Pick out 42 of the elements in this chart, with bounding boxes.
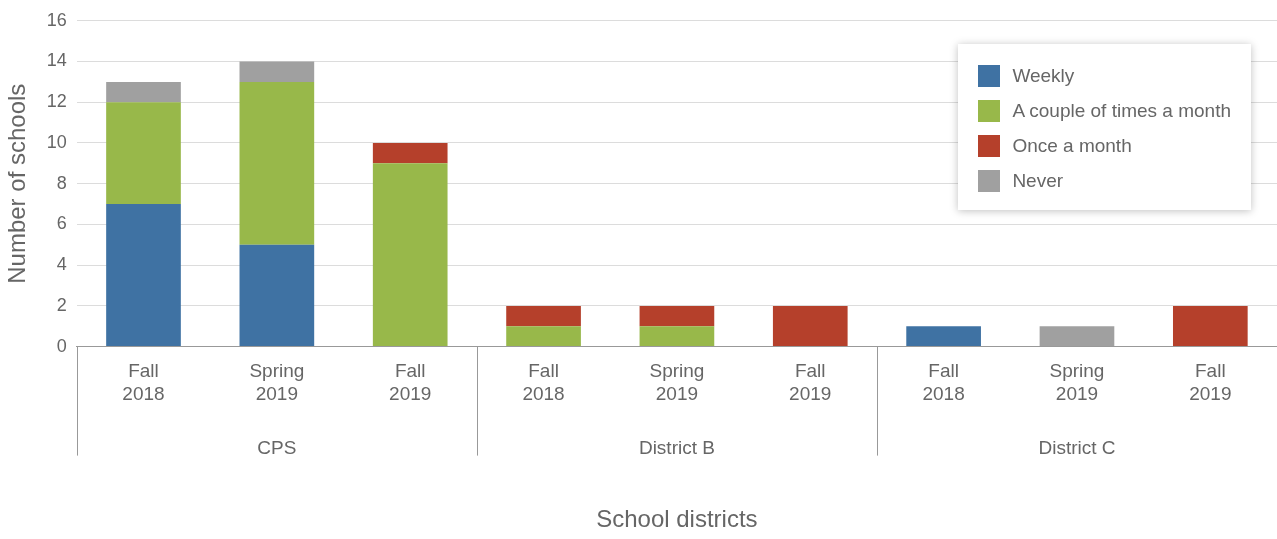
bar xyxy=(106,204,181,347)
bar xyxy=(506,326,581,347)
bar xyxy=(906,326,981,347)
y-tick-label: 8 xyxy=(56,172,67,193)
bar xyxy=(772,305,848,347)
bar xyxy=(372,142,448,164)
bar xyxy=(372,163,448,347)
text: CPS xyxy=(257,436,297,458)
text: District B xyxy=(638,436,715,458)
bar xyxy=(106,81,181,103)
y-tick-label: 2 xyxy=(56,294,67,315)
bar xyxy=(639,305,715,327)
x-tick-label: Fall 2018 xyxy=(522,360,565,405)
text: District C xyxy=(1038,436,1116,458)
x-tick-label: Fall 2019 xyxy=(789,360,832,405)
y-tick-label: 16 xyxy=(46,9,67,30)
bar xyxy=(239,81,315,245)
y-axis-title: Number of schools xyxy=(3,83,31,284)
x-tick-label: Fall 2019 xyxy=(1189,360,1232,405)
bar xyxy=(1172,305,1248,347)
y-tick-label: 12 xyxy=(46,91,67,112)
legend-label: Never xyxy=(1012,169,1064,192)
bar xyxy=(639,326,715,347)
bar xyxy=(106,102,181,205)
y-tick-label: 4 xyxy=(56,254,67,275)
y-tick-label: 14 xyxy=(46,50,67,71)
x-tick-label: Spring 2019 xyxy=(1049,360,1105,405)
x-tick-label: Spring 2019 xyxy=(649,360,705,405)
bar xyxy=(506,305,581,327)
x-tick-label: Fall 2018 xyxy=(922,360,965,405)
bar xyxy=(239,61,315,82)
x-tick-label: Fall 2019 xyxy=(389,360,432,405)
legend-label: A couple of times a month xyxy=(1012,99,1231,122)
x-axis-title: School districts xyxy=(596,505,758,533)
bar xyxy=(239,244,315,347)
x-tick-label: Spring 2019 xyxy=(249,360,305,405)
y-tick-label: 10 xyxy=(46,131,67,152)
y-tick-label: 0 xyxy=(56,335,67,356)
legend-label: Weekly xyxy=(1012,64,1075,87)
y-tick-label: 6 xyxy=(56,213,67,234)
x-tick-label: Fall 2018 xyxy=(122,360,165,405)
legend-label: Once a month xyxy=(1012,134,1132,157)
